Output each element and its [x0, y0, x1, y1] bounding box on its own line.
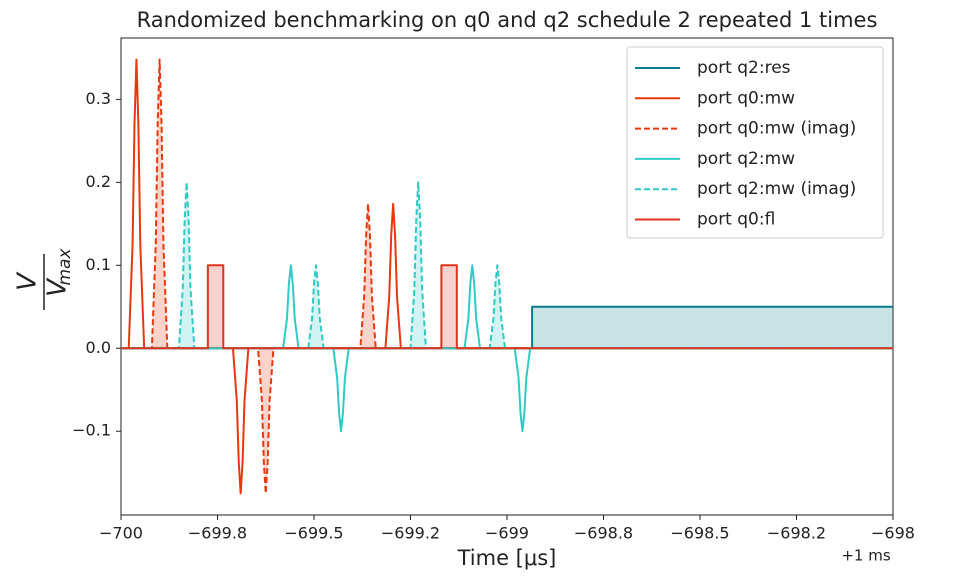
- legend-label: port q0:mw: [697, 88, 795, 108]
- series-line: [121, 58, 893, 495]
- y-tick-label: 0.3: [86, 89, 111, 108]
- legend-box: [626, 46, 884, 239]
- x-tick-label: −698: [871, 524, 915, 543]
- legend-label: port q0:mw (imag): [697, 119, 856, 139]
- x-tick-label: −698.2: [767, 524, 826, 543]
- x-tick-label: −698.5: [670, 524, 729, 543]
- x-tick-label: −700: [99, 524, 143, 543]
- area: [121, 306, 893, 349]
- x-tick-label: −699: [485, 524, 529, 543]
- y-tick-label: 0.2: [86, 172, 111, 191]
- legend-label: port q2:mw: [697, 149, 795, 169]
- legend-label: port q2:res: [697, 58, 791, 78]
- area: [121, 182, 893, 349]
- x-axis-label: Time [μs]: [457, 546, 557, 570]
- y-axis-label: V V max: [13, 248, 75, 310]
- x-offset-label: +1 ms: [841, 547, 890, 565]
- legend-label: port q2:mw (imag): [697, 179, 856, 199]
- series-line: [121, 264, 893, 350]
- y-tick-label: 0.0: [86, 338, 111, 357]
- y-label-denominator: V: [43, 277, 73, 297]
- y-label-subscript: max: [55, 248, 75, 286]
- y-tick-label: −0.1: [72, 421, 111, 440]
- x-tick-label: −699.5: [284, 524, 343, 543]
- plot-area: −700 −699.8 −699.5 −699.2 −699 −698.8 −698.5 −6…: [72, 37, 915, 543]
- series-line: [121, 58, 893, 495]
- x-tick-label: −698.8: [574, 524, 633, 543]
- y-tick-label: 0.1: [86, 255, 111, 274]
- y-label-numerator: V: [13, 271, 43, 291]
- x-tick-label: −699.8: [188, 524, 247, 543]
- legend-label: port q0:fl: [697, 210, 775, 230]
- legend: port q2:res port q0:mw port q0:mw (imag) po…: [626, 46, 884, 239]
- chart-title: Randomized benchmarking on q0 and q2 sch…: [137, 8, 878, 32]
- x-tick-label: −699.2: [381, 524, 440, 543]
